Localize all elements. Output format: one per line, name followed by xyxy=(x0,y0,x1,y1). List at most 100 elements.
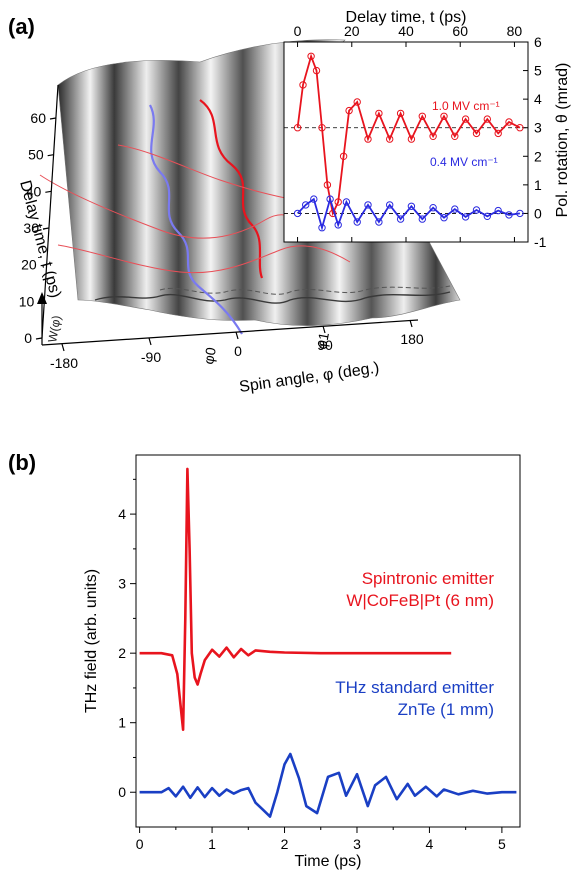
inset-data-point xyxy=(472,206,481,214)
delay-tick-label: 30 xyxy=(23,220,39,236)
inset-data-point xyxy=(323,181,332,189)
inset-y-tick-label: 1 xyxy=(534,177,542,193)
inset-data-point xyxy=(318,124,326,132)
thz-y-tick-label: 1 xyxy=(118,715,126,731)
panel-label-a: (a) xyxy=(8,14,35,39)
spin-tick-label: -180 xyxy=(50,355,78,371)
marker-phi1: φ1 xyxy=(313,331,332,351)
inset-x-tick-label: 40 xyxy=(398,23,414,39)
delay-axis-line xyxy=(41,84,59,339)
inset-y-tick-label: 4 xyxy=(534,91,542,107)
thz-x-tick-label: 2 xyxy=(281,836,289,852)
annotation-spintronic: Spintronic emitter xyxy=(362,569,495,588)
marker-phi0: φ0 xyxy=(200,346,219,366)
inset-data-point xyxy=(429,204,437,212)
inset-data-point xyxy=(334,198,342,206)
inset-x-tick-label: 0 xyxy=(294,23,302,39)
spin-axis-line xyxy=(41,319,419,346)
inset-data-point xyxy=(353,218,361,226)
inset-data-point xyxy=(451,132,459,141)
inset-chart: 0 20 40 60 80 -1 0 1 2 3 4 5 6 Delay time, t (ps) P… xyxy=(283,9,571,250)
spin-tick-label: 90 xyxy=(317,337,333,353)
trajectory-high-field-1 xyxy=(199,99,264,279)
inset-data-point xyxy=(516,124,524,132)
annotation-standard: THz standard emitter xyxy=(335,678,494,697)
inset-x-tick-label: 80 xyxy=(507,23,523,39)
inset-data-point xyxy=(386,201,394,209)
annotation-znte: ZnTe (1 mm) xyxy=(398,700,494,719)
inset-data-point xyxy=(293,124,302,132)
delay-tick-mark xyxy=(49,117,57,120)
thz-x-tick-label: 0 xyxy=(136,836,144,852)
thz-y-ticks: 0 1 2 3 4 xyxy=(118,478,136,800)
inset-data-point xyxy=(396,109,405,118)
spin-tick-mark xyxy=(322,325,326,334)
inset-data-point xyxy=(345,106,353,115)
trajectory-high-field-4 xyxy=(117,144,296,201)
delay-tick-label: 60 xyxy=(30,110,46,126)
thz-x-label: Time (ps) xyxy=(295,853,362,870)
inset-data-point xyxy=(505,118,513,126)
inset-data-point xyxy=(293,209,302,218)
trajectory-low-field xyxy=(149,104,243,335)
inset-data-point xyxy=(310,195,318,203)
inset-data-point xyxy=(483,115,491,123)
delay-axis-ticks: 0 10 20 30 40 50 60 xyxy=(19,110,57,346)
inset-data-point xyxy=(342,198,351,206)
inset-data-point xyxy=(396,215,405,223)
thz-series xyxy=(139,467,517,818)
spin-axis-label: Spin angle, φ (deg.) xyxy=(238,359,380,395)
inset-x-ticks: 0 20 40 60 80 xyxy=(294,23,523,242)
delay-tick-mark xyxy=(35,337,43,340)
spin-axis-ticks: -180 -90 0 90 180 xyxy=(50,319,424,371)
thz-series-line xyxy=(139,752,517,818)
inset-data-point xyxy=(334,221,342,229)
inset-data-point xyxy=(307,52,315,60)
inset-label-low: 0.4 MV cm⁻¹ xyxy=(430,155,498,169)
thz-y-tick-label: 3 xyxy=(118,576,126,592)
inset-data-point xyxy=(353,98,361,106)
delay-tick-label: 20 xyxy=(21,257,37,273)
inset-data-point xyxy=(494,129,502,138)
inset-data-point xyxy=(375,218,383,226)
thz-series-line xyxy=(139,467,452,731)
delay-tick-mark xyxy=(47,154,54,157)
delay-tick-label: 50 xyxy=(28,147,44,163)
surface-front-wave xyxy=(94,291,451,304)
inset-data-point xyxy=(461,115,470,123)
panel-label-b: (b) xyxy=(8,450,36,475)
inset-y-tick-label: -1 xyxy=(534,234,547,250)
spin-tick-label: 0 xyxy=(234,343,242,359)
inset-data-point xyxy=(364,135,372,143)
inset-y-tick-label: 6 xyxy=(534,34,542,50)
delay-tick-label: 0 xyxy=(24,330,32,346)
inset-data-point xyxy=(299,81,307,89)
inset-y-tick-label: 3 xyxy=(534,120,542,136)
inset-data-point xyxy=(451,205,459,213)
delay-tick-mark xyxy=(40,264,47,267)
spin-tick-mark xyxy=(148,337,152,346)
inset-plot-frame xyxy=(283,41,529,243)
thz-x-tick-label: 5 xyxy=(498,836,506,852)
inset-data-point xyxy=(461,213,470,221)
thz-y-tick-label: 2 xyxy=(118,645,126,661)
inset-data-point xyxy=(440,214,448,222)
spin-tick-mark xyxy=(235,331,239,340)
inset-data-point xyxy=(302,201,310,209)
thz-x-tick-label: 1 xyxy=(208,836,216,852)
inset-data-point xyxy=(407,135,416,143)
inset-data-point xyxy=(318,224,326,232)
trajectory-high-field-3 xyxy=(57,244,351,274)
inset-data-point xyxy=(440,112,448,121)
inset-data-point xyxy=(418,112,426,121)
thz-y-tick-label: 0 xyxy=(118,784,126,800)
spin-tick-label: -90 xyxy=(141,349,161,365)
thz-x-tick-label: 4 xyxy=(426,836,434,852)
inset-data-point xyxy=(312,66,321,75)
thz-chart: 0 1 2 3 4 5 0 1 2 3 4 THz field (arb. units) Time… xyxy=(83,454,521,870)
inset-data-point xyxy=(407,202,416,211)
inset-data-point xyxy=(418,215,426,223)
inset-y-ticks: -1 0 1 2 3 4 5 6 xyxy=(523,34,547,250)
inset-y-tick-label: 2 xyxy=(534,148,542,164)
